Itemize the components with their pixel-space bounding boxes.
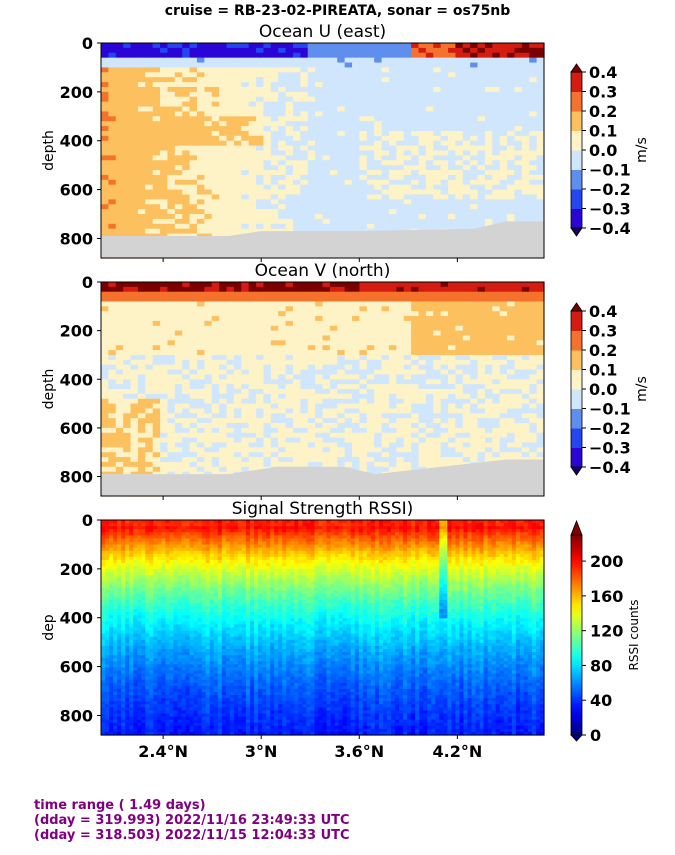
velocity-field: [101, 282, 545, 497]
y-tick-label: 0: [82, 34, 93, 53]
y-tick-label: 600: [60, 419, 93, 438]
x-tick-label: 3.6°N: [334, 742, 384, 761]
axes-frame: [100, 42, 545, 259]
colorbar-tick-label: −0.2: [589, 180, 631, 199]
colorbar-tick-label: 0.4: [589, 63, 617, 82]
panel-title: Ocean V (north): [255, 261, 391, 281]
y-tick-label: 0: [82, 511, 93, 530]
axes-2: Ocean V (north) 0 200 400 600 800 depth: [41, 261, 545, 500]
y-tick-label: 200: [60, 560, 93, 579]
axes-3: Signal Strength RSSI) 0 200 400 600 800 dep 2.4…: [41, 499, 545, 761]
y-tick-label: 600: [60, 181, 93, 200]
colorbar-extend-min: [570, 734, 583, 742]
colorbar-label: m/s: [634, 376, 650, 402]
axes-1: Ocean U (east) 0 200 400 600 800 depth: [41, 22, 545, 262]
colorbar-tick-label: −0.4: [589, 458, 631, 477]
y-axis-label: dep: [41, 614, 57, 641]
colorbar-extend-min: [570, 466, 583, 476]
colorbar-tick-label: −0.2: [589, 419, 631, 438]
colorbar-segment: [571, 447, 582, 468]
panel-title: Signal Strength RSSI): [232, 499, 414, 519]
y-tick-label: 800: [60, 706, 93, 725]
colorbar-tick-label: 120: [590, 622, 623, 641]
seafloor-mask: [101, 221, 544, 258]
y-tick-label: 400: [60, 132, 93, 151]
colorbar-segment: [571, 111, 582, 131]
time-range-end: (dday = 319.993) 2022/11/16 23:49:33 UTC: [34, 813, 350, 828]
colorbar-segment: [571, 189, 582, 209]
y-axis-label: depth: [41, 130, 57, 171]
time-range-footer: time range ( 1.49 days) (dday = 319.993)…: [34, 798, 350, 843]
colorbar-tick-label: 0.1: [589, 361, 617, 380]
colorbar-tick-label: 0.2: [589, 102, 617, 121]
colorbar-1: 0.40.30.20.10.0−0.1−0.2−0.3−0.4 m/s: [570, 63, 650, 238]
colorbar-tick-label: 80: [590, 656, 612, 675]
colorbar-tick-label: 0.2: [589, 341, 617, 360]
time-range-start: (dday = 318.503) 2022/11/15 12:04:33 UTC: [34, 828, 350, 843]
x-tick-label: 4.2°N: [432, 742, 482, 761]
colorbar-extend-max: [570, 63, 583, 73]
colorbar-tick-label: 0.0: [589, 141, 617, 160]
colorbar-extend-min: [570, 227, 583, 237]
y-axis-label: depth: [41, 369, 57, 410]
rssi-field: [101, 520, 545, 736]
colorbar-segment: [571, 91, 582, 112]
colorbar-segment: [571, 130, 582, 151]
colorbar-segment: [571, 72, 582, 92]
v-velocity-panel: [101, 282, 545, 497]
time-range-label: time range ( 1.49 days): [34, 798, 206, 813]
colorbar-tick-label: 160: [590, 587, 623, 606]
colorbar-tick-label: 0.3: [589, 83, 617, 102]
seafloor-mask: [101, 459, 544, 496]
axes-frame: [100, 519, 545, 736]
colorbar-label: RSSI counts: [627, 599, 641, 670]
y-tick-label: 400: [60, 370, 93, 389]
x-tick-label: 2.4°N: [138, 742, 188, 761]
colorbar-segment: [571, 169, 582, 190]
colorbar-segment: [571, 428, 582, 448]
figure-title: cruise = RB-23-02-PIREATA, sonar = os75n…: [164, 3, 511, 19]
colorbar-segment: [571, 369, 582, 390]
colorbar-segment: [571, 389, 582, 409]
colorbar-tick-label: −0.3: [589, 200, 631, 219]
colorbar-tick-label: −0.4: [589, 219, 631, 238]
colorbar-label: m/s: [634, 137, 650, 163]
colorbar-3: 200 160 120 80 40 0 RSSI counts: [570, 519, 641, 745]
y-tick-label: 0: [82, 273, 93, 292]
y-tick-label: 200: [60, 322, 93, 341]
colorbar-tick-label: 0: [590, 726, 601, 745]
colorbar-tick-label: −0.1: [589, 400, 631, 419]
y-tick-label: 800: [60, 468, 93, 487]
colorbar-segment: [571, 311, 582, 331]
axes-frame: [100, 281, 545, 497]
colorbar-tick-label: −0.1: [589, 161, 631, 180]
colorbar-extend-max: [570, 302, 583, 312]
colorbar-gradient: [570, 534, 583, 736]
colorbar-segment: [571, 330, 582, 351]
colorbar-segment: [571, 150, 582, 170]
rssi-panel: [101, 520, 545, 736]
u-velocity-panel: [101, 43, 545, 259]
velocity-field: [101, 43, 545, 259]
y-tick-label: 200: [60, 83, 93, 102]
y-tick-label: 800: [60, 229, 93, 248]
colorbar-tick-label: 0.1: [589, 122, 617, 141]
colorbar-tick-label: 0.0: [589, 380, 617, 399]
colorbar-segment: [571, 350, 582, 370]
colorbar-tick-label: −0.3: [589, 439, 631, 458]
colorbar-segment: [571, 408, 582, 429]
colorbar-tick-label: 40: [590, 691, 612, 710]
y-tick-label: 400: [60, 609, 93, 628]
colorbar-tick-label: 200: [590, 552, 623, 571]
colorbar-extend-max: [570, 519, 583, 536]
y-tick-label: 600: [60, 658, 93, 677]
colorbar-tick-label: 0.4: [589, 302, 617, 321]
colorbar-2: 0.40.30.20.10.0−0.1−0.2−0.3−0.4 m/s: [570, 302, 650, 477]
colorbar-tick-label: 0.3: [589, 322, 617, 341]
panel-title: Ocean U (east): [259, 22, 386, 42]
colorbar-segment: [571, 208, 582, 229]
x-tick-label: 3°N: [245, 742, 278, 761]
